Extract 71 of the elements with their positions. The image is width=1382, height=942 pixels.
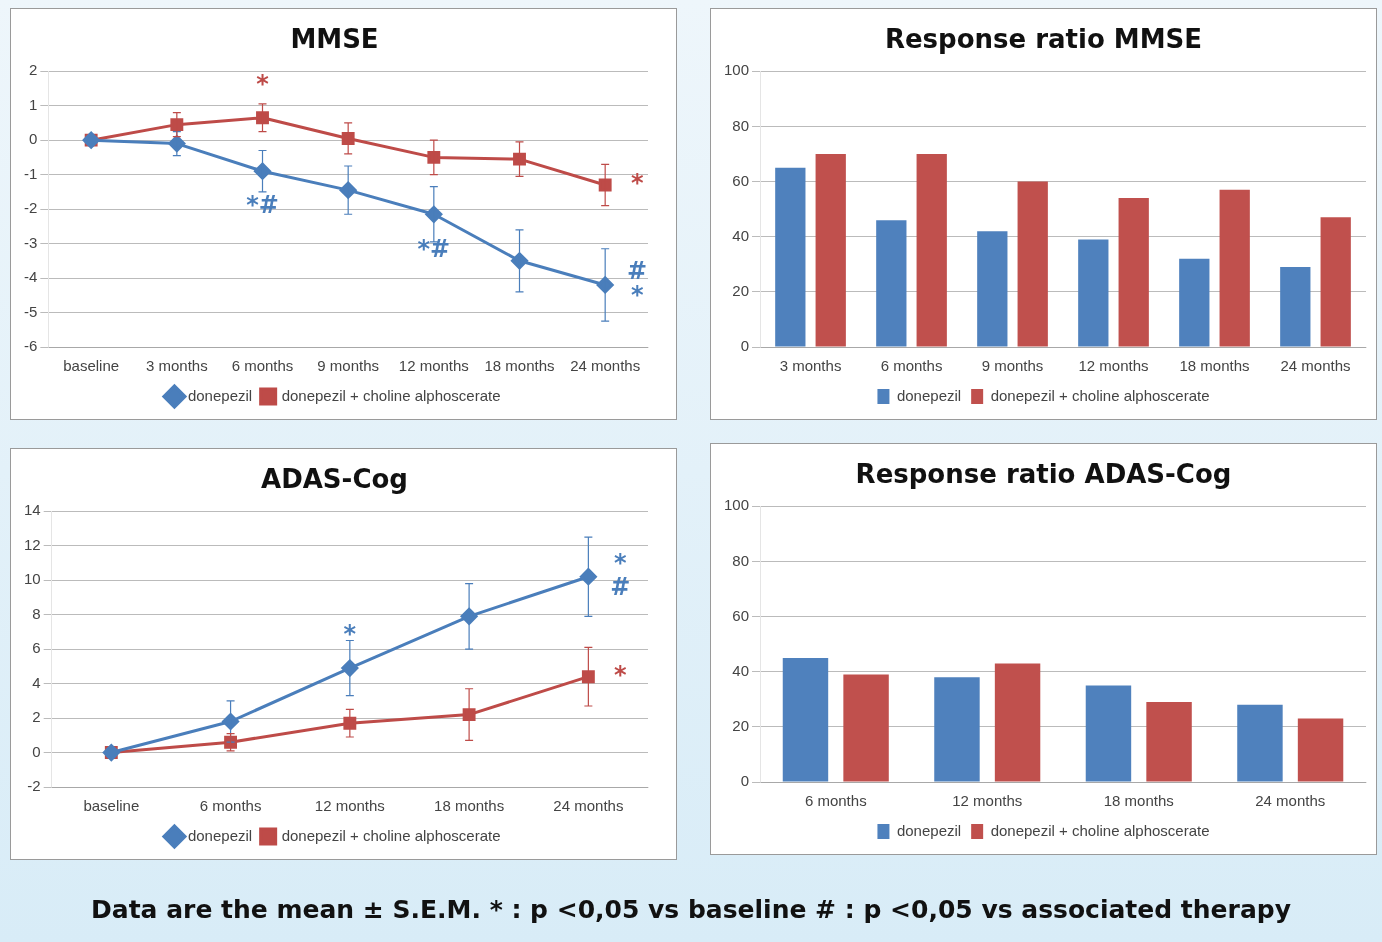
- annotation: *: [630, 169, 644, 198]
- y-tick-label: -5: [23, 302, 38, 320]
- y-tick-label: 80: [732, 116, 750, 134]
- x-tick-label: 18 months: [434, 797, 505, 815]
- x-tick-label: baseline: [63, 357, 120, 375]
- y-tick-label: -3: [23, 233, 38, 251]
- y-tick-label: 60: [732, 606, 750, 624]
- x-tick-label: 3 months: [779, 357, 842, 375]
- x-tick-label: 12 months: [952, 792, 1023, 810]
- y-tick-label: 20: [732, 716, 750, 734]
- x-tick-label: 24 months: [1280, 357, 1351, 375]
- x-tick-label: 24 months: [1255, 792, 1326, 810]
- y-tick-label: 2: [28, 61, 38, 79]
- annotation: *#: [417, 234, 451, 263]
- y-tick-label: -1: [23, 164, 38, 182]
- legend-label: donepezil: [896, 386, 962, 404]
- y-tick-label: 80: [732, 551, 750, 569]
- y-tick-label: 6: [32, 639, 41, 657]
- legend-label: donepezil + choline alphoscerate: [990, 386, 1210, 404]
- y-tick-label: -2: [23, 199, 38, 217]
- x-tick-label: 18 months: [1103, 792, 1174, 810]
- x-tick-label: 9 months: [981, 357, 1044, 375]
- legend-label: donepezil + choline alphoscerate: [281, 386, 501, 404]
- chart-title: ADAS-Cog: [261, 464, 408, 495]
- y-tick-label: 4: [32, 673, 41, 691]
- y-tick-label: 100: [724, 61, 750, 79]
- text: Data are the mean ± S.E.M. * : p <0,05 vs baseline # : p <0,05 vs associated therapy: [90, 895, 1292, 924]
- y-tick-label: 10: [24, 570, 41, 588]
- annotation: *#: [246, 191, 279, 220]
- y-tick-label: -2: [27, 777, 41, 795]
- x-tick-label: 18 months: [1179, 357, 1250, 375]
- y-tick-label: 20: [732, 281, 750, 299]
- annotation: *: [343, 620, 357, 649]
- x-tick-label: 12 months: [314, 797, 385, 815]
- y-tick-label: 2: [32, 708, 41, 726]
- x-tick-label: 6 months: [880, 357, 943, 375]
- y-tick-label: -4: [23, 268, 38, 286]
- x-tick-label: 12 months: [1078, 357, 1149, 375]
- y-tick-label: 100: [724, 496, 750, 514]
- x-tick-label: 18 months: [484, 357, 555, 375]
- x-tick-label: 9 months: [317, 357, 380, 375]
- legend-label: donepezil + choline alphoscerate: [990, 821, 1210, 839]
- x-tick-label: 24 months: [570, 357, 641, 375]
- x-tick-label: baseline: [83, 797, 140, 815]
- y-tick-label: -6: [23, 337, 38, 355]
- legend-label: donepezil + choline alphoscerate: [281, 826, 501, 844]
- y-tick-label: 14: [24, 501, 41, 519]
- x-tick-label: 6 months: [231, 357, 294, 375]
- x-tick-label: 6 months: [804, 792, 867, 810]
- x-tick-label: 24 months: [553, 797, 624, 815]
- y-tick-label: 0: [32, 742, 41, 760]
- chart-title: MMSE: [290, 24, 379, 55]
- y-tick-label: 0: [740, 337, 750, 355]
- legend-label: donepezil: [187, 826, 253, 844]
- x-tick-label: 3 months: [145, 357, 208, 375]
- x-tick-label: 6 months: [199, 797, 262, 815]
- legend-label: donepezil: [187, 386, 253, 404]
- y-tick-label: 0: [740, 772, 750, 790]
- y-tick-label: 40: [732, 661, 750, 679]
- annotation: *: [256, 69, 270, 98]
- y-tick-label: 1: [28, 95, 38, 113]
- annotation: *: [614, 660, 628, 689]
- y-tick-label: 8: [32, 604, 41, 622]
- y-tick-label: 60: [732, 171, 750, 189]
- legend-label: donepezil: [896, 821, 962, 839]
- chart-title: Response ratio ADAS-Cog: [855, 459, 1232, 490]
- y-tick-label: 0: [28, 130, 38, 148]
- y-tick-label: 12: [24, 535, 41, 553]
- chart-title: Response ratio MMSE: [884, 24, 1203, 55]
- y-tick-label: 40: [732, 226, 750, 244]
- x-tick-label: 12 months: [398, 357, 469, 375]
